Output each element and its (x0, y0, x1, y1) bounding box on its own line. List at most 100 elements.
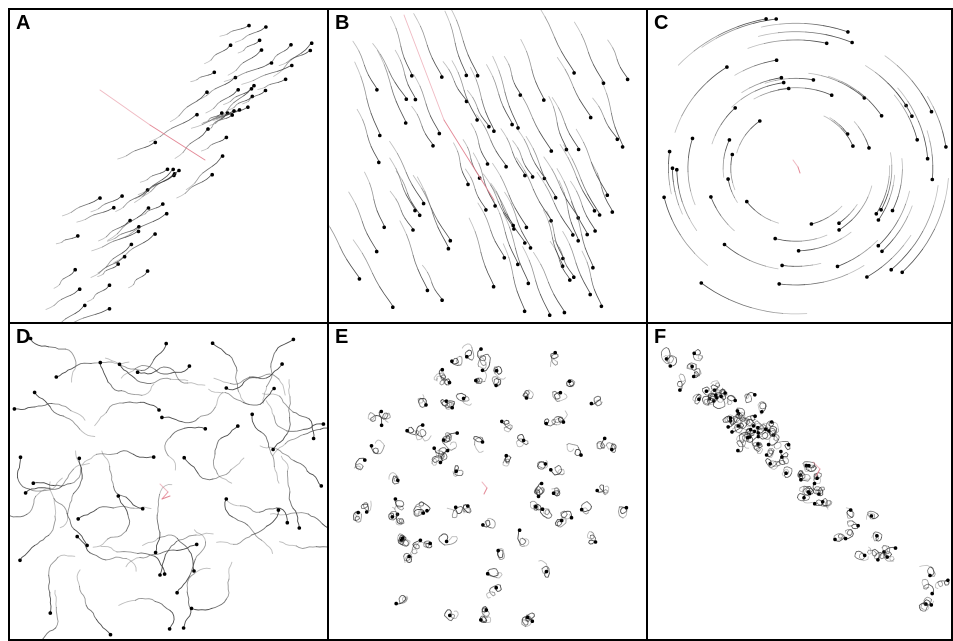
trajectory-trail (373, 199, 378, 212)
trajectory-trail (451, 510, 458, 519)
trajectory-trail (663, 355, 671, 365)
trajectory-trail (782, 441, 791, 450)
trajectory-trail (79, 203, 91, 208)
trajectory-trail (942, 131, 947, 148)
trajectory-trail (556, 57, 566, 70)
trajectory-trail (279, 395, 294, 413)
agent-head (247, 23, 251, 28)
trajectory-trail (432, 212, 439, 228)
agent-head (812, 501, 817, 506)
trajectory-trail (892, 174, 895, 186)
trajectory-trail (226, 30, 234, 35)
trajectory-trail (534, 163, 546, 179)
trajectory-trail (207, 117, 212, 122)
trajectory-trail (523, 138, 531, 155)
trajectory-trail (847, 265, 865, 275)
agent-head (846, 30, 850, 34)
trajectory-trail (397, 536, 404, 546)
agent-head (431, 144, 435, 148)
agent-head (518, 93, 523, 97)
trajectory-trail (240, 505, 261, 513)
agent-head (453, 505, 458, 510)
trajectory-trail (129, 226, 142, 235)
trajectory-trail (807, 486, 813, 493)
trajectory-trail (499, 213, 506, 233)
trajectory-trail (754, 423, 761, 430)
agent-head (246, 105, 250, 109)
trajectory-trail (538, 559, 548, 569)
trajectory-trail (72, 478, 83, 495)
trajectory-trail (779, 22, 806, 25)
agent-head (394, 601, 398, 606)
trajectory-trail (472, 97, 479, 109)
trajectory-trail (475, 377, 483, 385)
trajectory-trail (490, 182, 497, 193)
trajectory-trail (262, 386, 268, 404)
agent-head (162, 572, 167, 576)
trajectory-trail (154, 555, 166, 575)
trajectory-trail (846, 135, 854, 147)
trajectory-trail (496, 191, 502, 205)
trajectory-trail (260, 431, 270, 448)
trajectory-trail (554, 248, 560, 262)
trajectory-trail (467, 146, 472, 160)
trajectory-trail (751, 436, 759, 446)
agent-head (549, 468, 553, 472)
trajectory-trail (812, 461, 821, 470)
trajectory-trail (61, 468, 74, 487)
trajectory-trail (225, 381, 245, 391)
trajectory-trail (352, 40, 360, 52)
agent-head (549, 149, 554, 153)
trajectory-trail (867, 546, 872, 555)
agent-head (297, 526, 302, 530)
trajectory-trail (579, 99, 592, 118)
trajectory-trail (53, 284, 60, 289)
trajectory-trail (905, 190, 910, 205)
trajectory-trail (768, 449, 775, 455)
trajectory-trail (141, 191, 152, 198)
trajectory-trail (596, 443, 604, 450)
trajectory-trail (814, 245, 827, 250)
trajectory-trail (581, 33, 589, 54)
trajectory-trail (455, 506, 463, 514)
trajectory-trail (176, 575, 190, 594)
trajectory-trail (741, 87, 750, 93)
trajectory-trail (77, 508, 98, 520)
trajectory-trail (922, 229, 935, 250)
trajectory-trail (528, 259, 537, 282)
agent-head (404, 97, 409, 101)
trajectory-trail (932, 106, 940, 122)
agent-head (748, 435, 752, 439)
trajectory-trail (543, 508, 551, 515)
trajectory-trail (517, 147, 523, 160)
trajectory-trail (591, 163, 598, 174)
agent-head (719, 394, 723, 399)
trajectory-trail (533, 504, 539, 511)
trajectory-trail (497, 550, 504, 559)
trajectory-trail (117, 495, 129, 515)
agent-head (356, 510, 360, 515)
trajectory-trail (214, 437, 222, 455)
trajectory-trail (700, 282, 729, 300)
agent-head (802, 496, 806, 500)
trajectory-trail (730, 171, 733, 183)
trajectory-trail (184, 185, 194, 194)
agent-head (479, 618, 483, 622)
trajectory-trail (398, 535, 405, 545)
trajectory-trail (448, 69, 455, 82)
trajectory-trail (453, 505, 464, 512)
trajectory-trail (383, 64, 392, 88)
agent-head (553, 195, 558, 200)
trajectory-trail (204, 59, 212, 65)
trajectory-trail (471, 347, 475, 361)
trajectory-trail (148, 207, 157, 211)
agent-head (454, 469, 458, 473)
trajectory-trail (194, 172, 204, 184)
trajectory-trail (767, 448, 775, 456)
trajectory-trail (404, 217, 415, 231)
trajectory-trail (213, 101, 221, 109)
trajectory-trail (129, 196, 140, 202)
trajectory-trail (448, 536, 458, 542)
agent-head (833, 537, 837, 542)
